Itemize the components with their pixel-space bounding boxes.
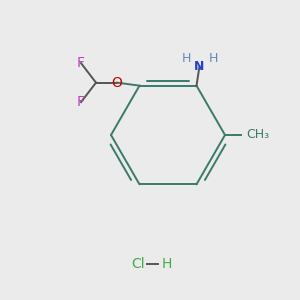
Text: N: N bbox=[194, 60, 205, 73]
Text: F: F bbox=[77, 56, 85, 70]
Text: CH₃: CH₃ bbox=[246, 128, 269, 142]
Text: O: O bbox=[112, 76, 122, 90]
Text: H: H bbox=[161, 257, 172, 271]
Text: F: F bbox=[77, 95, 85, 109]
Text: H: H bbox=[208, 52, 218, 65]
Text: Cl: Cl bbox=[131, 257, 145, 271]
Text: H: H bbox=[181, 52, 191, 65]
